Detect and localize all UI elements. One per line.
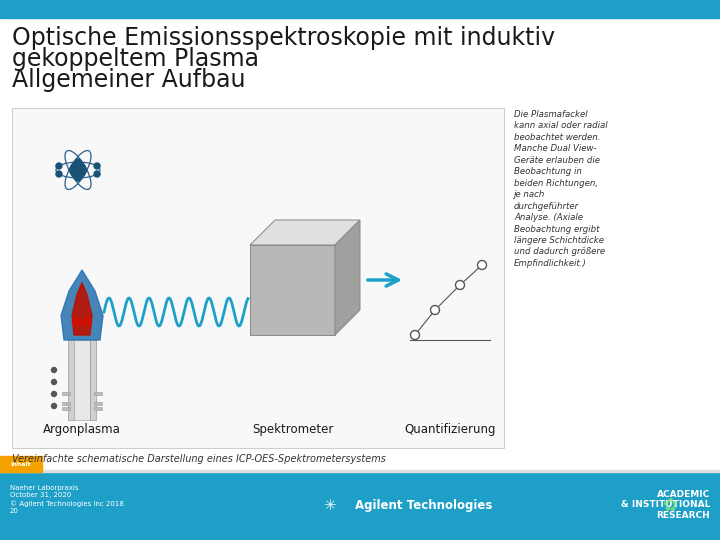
Bar <box>250 245 335 335</box>
Text: gekoppeltem Plasma: gekoppeltem Plasma <box>12 47 259 71</box>
Text: Agilent Technologies: Agilent Technologies <box>355 500 492 512</box>
Circle shape <box>477 260 487 269</box>
Circle shape <box>56 163 62 169</box>
Bar <box>94 407 102 410</box>
Circle shape <box>431 306 439 314</box>
Text: ✳: ✳ <box>323 498 336 514</box>
Bar <box>74 340 90 420</box>
Circle shape <box>94 171 100 177</box>
Bar <box>90 340 96 420</box>
Text: Spektrometer: Spektrometer <box>252 423 333 436</box>
Circle shape <box>52 392 56 396</box>
Bar <box>62 392 70 395</box>
Circle shape <box>73 318 81 327</box>
Text: ACADEMIC
& INSTITUTIONAL
RESEARCH: ACADEMIC & INSTITUTIONAL RESEARCH <box>621 490 710 520</box>
Text: Naeher Laborpraxis
October 31, 2020
© Agilent Technologies Inc 2018
20: Naeher Laborpraxis October 31, 2020 © Ag… <box>10 485 124 515</box>
Bar <box>68 340 74 420</box>
Polygon shape <box>61 270 103 340</box>
Bar <box>0 456 42 472</box>
Text: ✿: ✿ <box>662 497 678 515</box>
Text: Optische Emissionsspektroskopie mit induktiv: Optische Emissionsspektroskopie mit indu… <box>12 26 555 50</box>
Text: Allgemeiner Aufbau: Allgemeiner Aufbau <box>12 68 246 92</box>
FancyBboxPatch shape <box>12 108 504 448</box>
Circle shape <box>52 380 56 384</box>
Text: Die Plasmafackel
kann axial oder radial
beobachtet werden.
Manche Dual View-
Ger: Die Plasmafackel kann axial oder radial … <box>514 110 608 268</box>
Polygon shape <box>250 220 360 245</box>
Circle shape <box>75 159 81 165</box>
Text: Inhalt: Inhalt <box>11 462 31 467</box>
Text: Argonplasma: Argonplasma <box>43 423 121 436</box>
Circle shape <box>75 175 81 181</box>
Circle shape <box>94 163 100 169</box>
Bar <box>0 470 720 472</box>
Bar <box>62 407 70 410</box>
Bar <box>94 402 102 405</box>
Circle shape <box>83 318 91 327</box>
Bar <box>0 0 720 18</box>
Circle shape <box>70 162 86 178</box>
Bar <box>62 402 70 405</box>
Circle shape <box>456 280 464 289</box>
Circle shape <box>56 171 62 177</box>
Bar <box>94 392 102 395</box>
Text: Vereinfachte schematische Darstellung eines ICP-OES-Spektrometersystems: Vereinfachte schematische Darstellung ei… <box>12 454 386 464</box>
Polygon shape <box>335 220 360 335</box>
Circle shape <box>410 330 420 340</box>
Bar <box>0 472 720 540</box>
Polygon shape <box>72 282 92 335</box>
Circle shape <box>52 368 56 373</box>
Circle shape <box>52 403 56 408</box>
Text: Quantifizierung: Quantifizierung <box>404 423 496 436</box>
